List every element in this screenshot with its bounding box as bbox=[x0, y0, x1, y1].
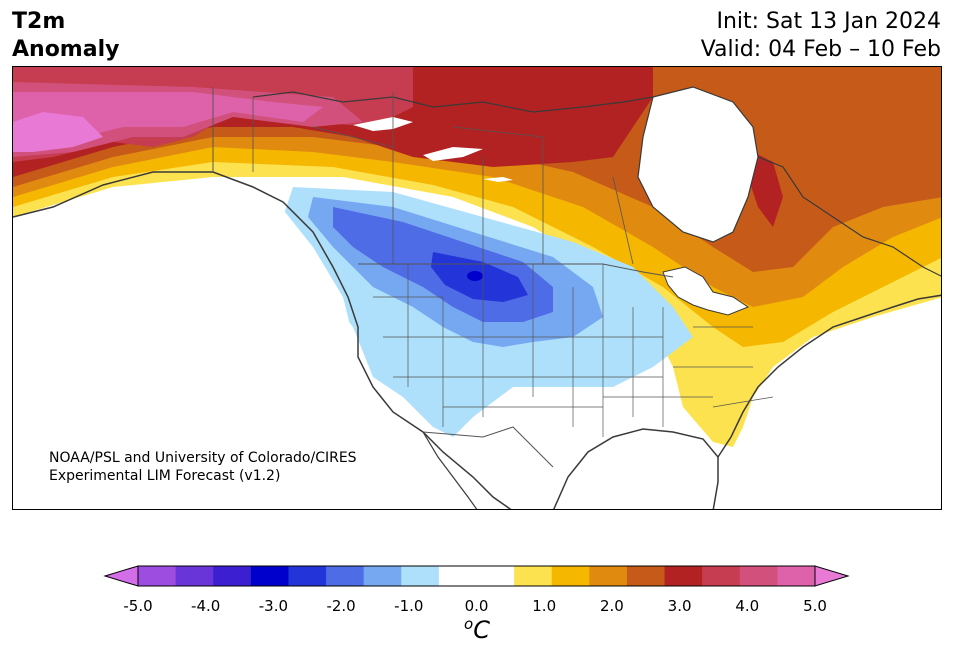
colorbar-segment bbox=[702, 566, 741, 586]
colorbar-segment bbox=[175, 566, 214, 586]
east-coastline bbox=[717, 294, 941, 458]
cold-anomaly-core bbox=[467, 271, 483, 281]
colorbar-tick-label: -4.0 bbox=[191, 597, 221, 615]
mexico-border bbox=[422, 426, 554, 468]
colorbar-unit: oC bbox=[464, 615, 490, 644]
colorbar-segment bbox=[551, 566, 590, 586]
colorbar-tick-label: 2.0 bbox=[599, 597, 624, 615]
colorbar-tick-label: 1.0 bbox=[532, 597, 557, 615]
map-title: T2m Anomaly bbox=[12, 8, 119, 64]
forecast-dates: Init: Sat 13 Jan 2024 Valid: 04 Feb – 10… bbox=[701, 8, 941, 64]
arctic-coastline bbox=[252, 91, 654, 113]
gulf-of-mexico bbox=[553, 427, 713, 509]
warm-anomaly-band-magenta bbox=[13, 112, 103, 152]
colorbar-extend-high bbox=[814, 565, 850, 587]
colorbar-segment bbox=[138, 566, 177, 586]
colorbar-segment bbox=[589, 566, 628, 586]
colorbar-segment bbox=[438, 566, 477, 586]
colorbar-tick-label: 5.0 bbox=[803, 597, 827, 615]
credit-line-2: Experimental LIM Forecast (v1.2) bbox=[49, 468, 281, 484]
colorbar-tick-label: 4.0 bbox=[735, 597, 760, 615]
colorbar-segment bbox=[514, 566, 553, 586]
great-bear-lake bbox=[353, 117, 413, 131]
unit-letter: C bbox=[473, 616, 490, 644]
pacific-coast-water bbox=[13, 177, 492, 509]
colorbar-segment bbox=[250, 566, 289, 586]
colorbar-segment bbox=[664, 566, 703, 586]
colorbar bbox=[0, 556, 953, 596]
colorbar-segment bbox=[476, 566, 515, 586]
credit-text: NOAA/PSL and University of Colorado/CIRE… bbox=[49, 449, 357, 485]
gulf-coastline bbox=[553, 428, 719, 509]
anomaly-label: Anomaly bbox=[12, 37, 120, 62]
colorbar-svg bbox=[103, 565, 850, 587]
warm-anomaly-band-crimson-east bbox=[748, 152, 783, 227]
great-lakes bbox=[662, 266, 750, 316]
state-borders bbox=[373, 264, 774, 437]
variable-label: T2m bbox=[12, 9, 66, 34]
colorbar-tick-label: -3.0 bbox=[258, 597, 289, 615]
colorbar-segment bbox=[777, 566, 816, 586]
colorbar-segment bbox=[626, 566, 666, 586]
provincial-borders bbox=[252, 92, 634, 265]
lake-athabasca bbox=[483, 177, 513, 182]
colorbar-tick-label: 3.0 bbox=[667, 597, 692, 615]
baja-peninsula bbox=[422, 431, 478, 509]
hudson-bay bbox=[637, 86, 759, 243]
colorbar-segment bbox=[288, 566, 327, 586]
colorbar-segment bbox=[363, 566, 402, 586]
atlantic-water bbox=[743, 347, 941, 509]
labrador-coastline bbox=[757, 156, 941, 277]
map-canvas bbox=[13, 67, 941, 509]
colorbar-tick-label: -2.0 bbox=[326, 597, 356, 615]
colorbar-segment bbox=[739, 566, 778, 586]
colorbar-segment bbox=[401, 566, 440, 586]
anomaly-map bbox=[12, 66, 942, 510]
west-coastline bbox=[13, 171, 512, 509]
valid-date: Valid: 04 Feb – 10 Feb bbox=[700, 37, 941, 62]
great-slave-lake bbox=[423, 147, 483, 161]
colorbar-extend-low bbox=[103, 565, 139, 587]
colorbar-frame bbox=[137, 565, 816, 587]
colorbar-segment bbox=[213, 566, 252, 586]
colorbar-tick-label: 0.0 bbox=[464, 597, 489, 615]
canada-us-border bbox=[358, 263, 674, 278]
init-date: Init: Sat 13 Jan 2024 bbox=[716, 9, 941, 34]
credit-line-1: NOAA/PSL and University of Colorado/CIRE… bbox=[49, 450, 357, 466]
colorbar-tick-label: -1.0 bbox=[394, 597, 424, 615]
degree-symbol: o bbox=[464, 615, 474, 633]
colorbar-tick-label: -5.0 bbox=[123, 597, 153, 615]
colorbar-segment bbox=[326, 566, 365, 586]
